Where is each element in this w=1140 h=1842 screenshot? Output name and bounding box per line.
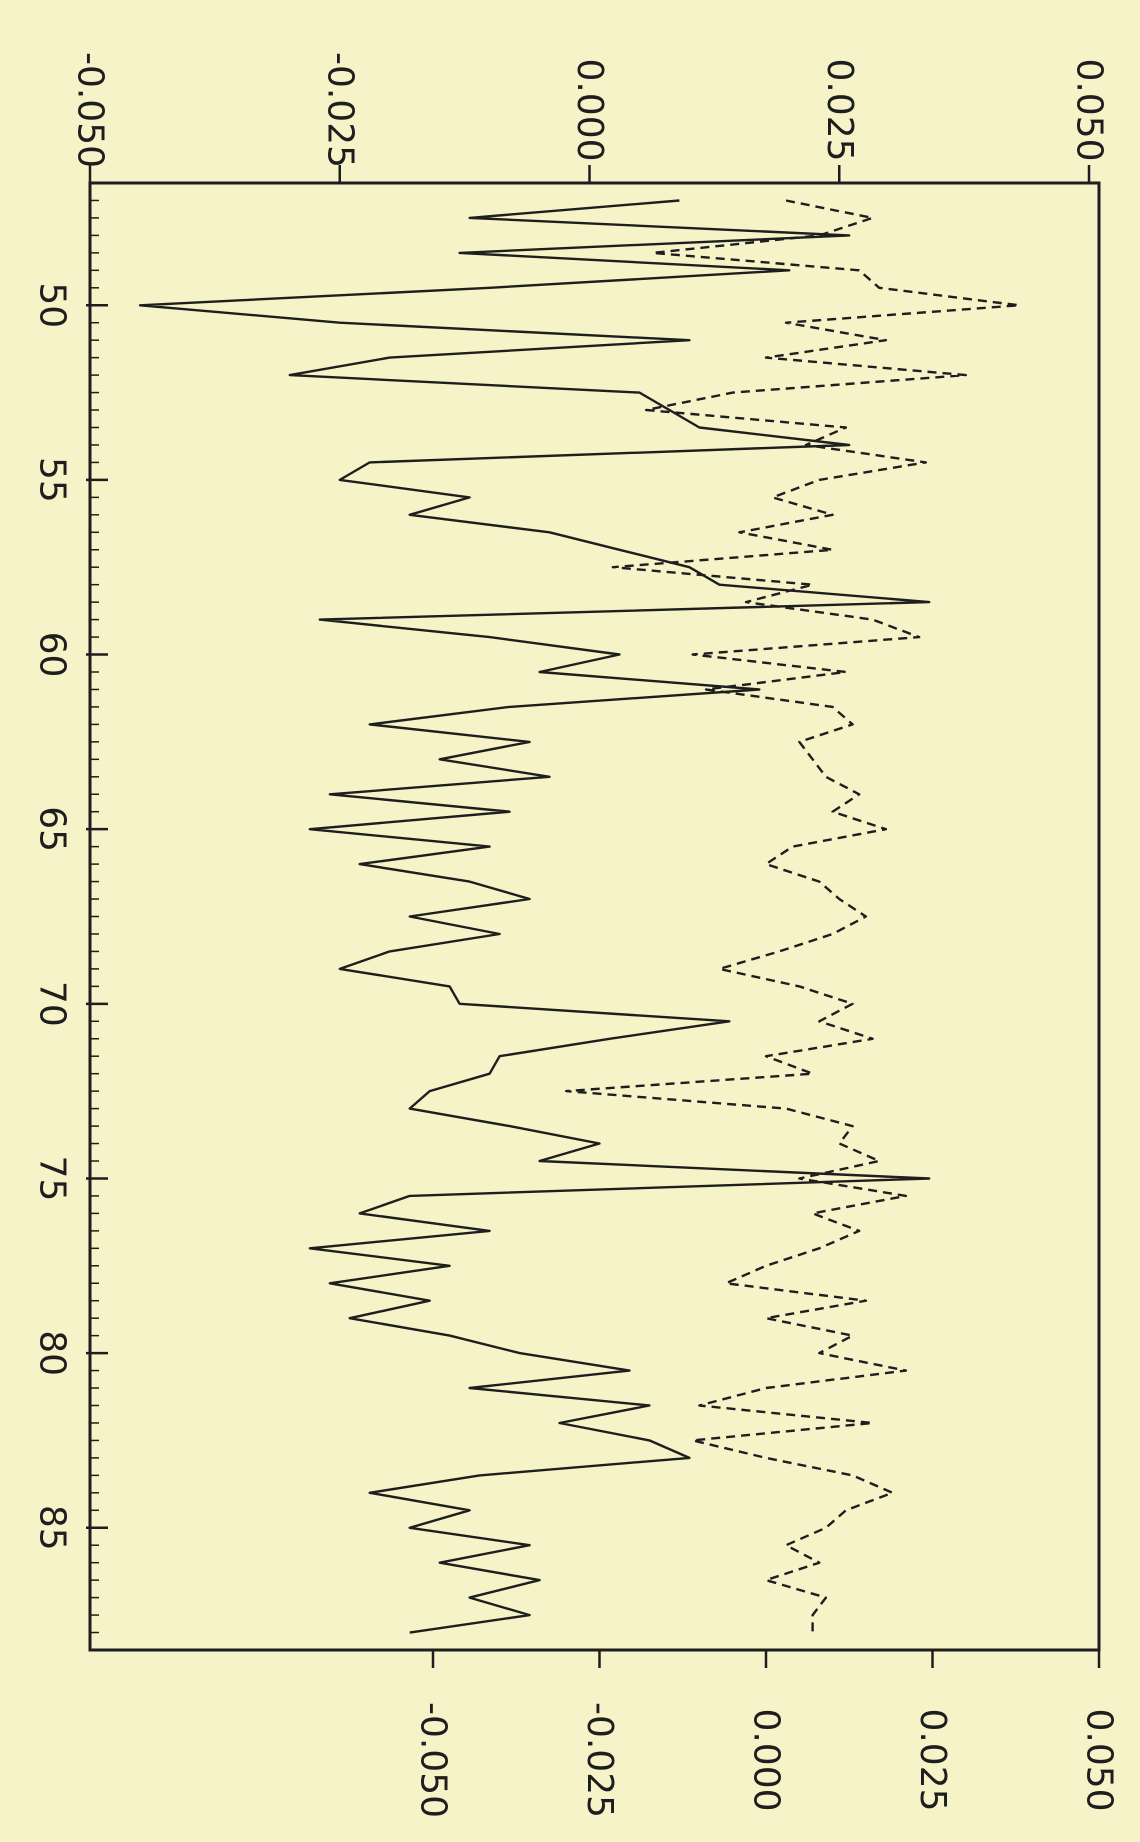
top-axis-tick-label: 0.050 [1069, 58, 1110, 161]
x-tick-label: 80 [32, 1330, 73, 1376]
x-tick-label: 60 [32, 632, 73, 678]
top-axis-tick-label: -0.050 [70, 52, 111, 168]
x-tick-label: 75 [32, 1156, 73, 1202]
dashed-series-line [565, 199, 1021, 1633]
bottom-axis-tick-label: -0.050 [412, 1702, 453, 1818]
top-axis-tick-label: 0.025 [819, 58, 860, 161]
x-tick-label: 65 [32, 806, 73, 852]
solid-series-line [138, 199, 931, 1634]
bottom-axis-tick-label: 0.000 [745, 1708, 786, 1811]
x-tick-label: 70 [32, 981, 73, 1027]
tick-labels: 50 55 60 65 70 75 80 85 -0.050 -0.025 0.000 0.025 0.… [32, 52, 1120, 1818]
bottom-axis-tick-label: -0.025 [579, 1702, 620, 1818]
top-axis-tick-label: -0.025 [319, 52, 360, 168]
bottom-axis-tick-label: 0.025 [912, 1708, 953, 1811]
top-axis-tick-label: 0.000 [569, 58, 610, 161]
series-layer [138, 199, 1021, 1634]
bottom-axis-tick-label: 0.050 [1079, 1708, 1120, 1811]
x-tick-label: 50 [32, 282, 73, 328]
plot-frame [88, 181, 1101, 1652]
x-tick-label: 85 [32, 1505, 73, 1551]
x-tick-label: 55 [32, 457, 73, 503]
